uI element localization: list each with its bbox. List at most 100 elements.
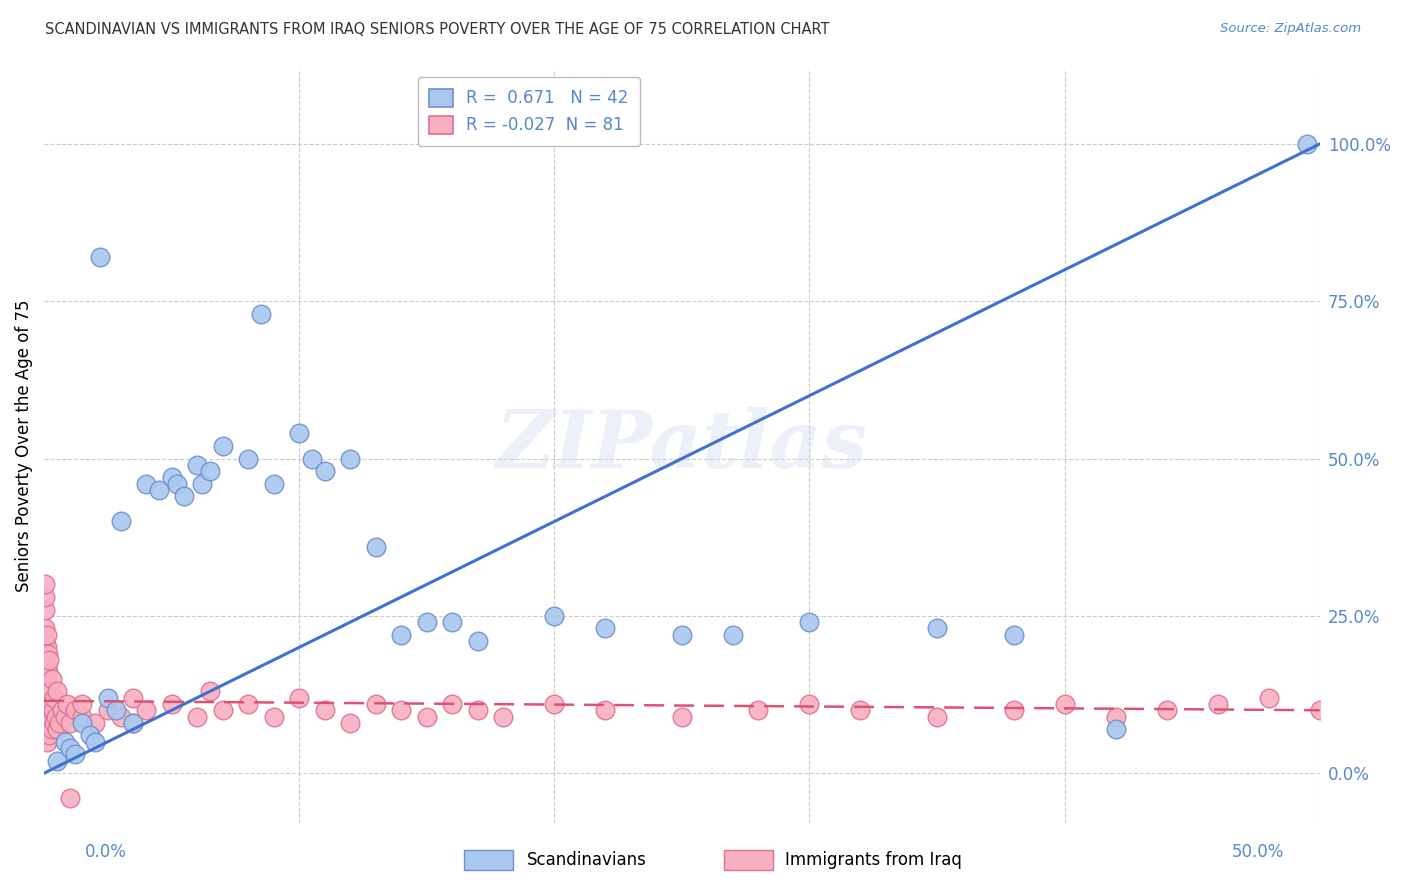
Point (314, 464, 336, 478)
Point (364, 540, 387, 554)
Point (198, 464, 221, 478)
Point (34, 684, 56, 698)
Point (288, 690, 311, 705)
Point (34, 602, 56, 616)
Point (45, 684, 67, 698)
Point (1002, 703, 1025, 717)
Point (186, 709, 208, 723)
Point (45, 722, 67, 736)
Legend: R =  0.671   N = 42, R = -0.027  N = 81: R = 0.671 N = 42, R = -0.027 N = 81 (418, 77, 640, 146)
Point (59, 791, 82, 805)
Point (39, 684, 62, 698)
Point (122, 715, 145, 730)
Point (173, 489, 195, 503)
Point (1296, 136, 1319, 151)
Point (339, 715, 361, 730)
Point (543, 697, 565, 711)
Text: 0.0%: 0.0% (84, 843, 127, 861)
Point (110, 515, 132, 529)
Point (45, 754, 67, 768)
Point (849, 703, 872, 717)
Point (1257, 690, 1279, 705)
Point (34, 590, 56, 604)
Point (38, 728, 60, 742)
Point (1104, 722, 1126, 736)
Point (34, 697, 56, 711)
Point (595, 622, 617, 636)
Text: 50.0%: 50.0% (1232, 843, 1285, 861)
Point (63, 703, 86, 717)
Point (416, 615, 439, 629)
Point (35, 640, 58, 655)
Point (34, 665, 56, 680)
Point (72, 697, 94, 711)
Point (211, 439, 233, 453)
Text: SCANDINAVIAN VS IMMIGRANTS FROM IRAQ SENIORS POVERTY OVER THE AGE OF 75 CORRELAT: SCANDINAVIAN VS IMMIGRANTS FROM IRAQ SEN… (45, 22, 830, 37)
Point (35, 697, 58, 711)
Point (72, 715, 94, 730)
Point (79, 728, 101, 742)
Point (416, 709, 439, 723)
Point (45, 709, 67, 723)
Point (263, 709, 285, 723)
Point (1156, 703, 1178, 717)
Point (1104, 709, 1126, 723)
Point (1309, 703, 1331, 717)
Point (34, 577, 56, 591)
Point (467, 703, 489, 717)
Point (44, 715, 66, 730)
Point (671, 709, 693, 723)
Point (37, 722, 59, 736)
Point (301, 451, 323, 466)
Point (238, 451, 260, 466)
Point (198, 684, 221, 698)
Point (59, 715, 82, 730)
Point (166, 476, 188, 491)
Point (39, 715, 62, 730)
Point (35, 734, 58, 748)
Point (97, 703, 120, 717)
Point (53, 709, 76, 723)
Point (37, 690, 59, 705)
Point (135, 703, 157, 717)
Point (59, 741, 82, 756)
Point (34, 622, 56, 636)
Point (44, 690, 66, 705)
Point (799, 615, 821, 629)
Point (34, 653, 56, 667)
Point (467, 634, 489, 648)
Point (595, 703, 617, 717)
Point (97, 690, 120, 705)
Point (104, 703, 127, 717)
Point (37, 647, 59, 661)
Point (211, 703, 233, 717)
Point (72, 709, 94, 723)
Text: Source: ZipAtlas.com: Source: ZipAtlas.com (1220, 22, 1361, 36)
Point (747, 703, 769, 717)
Text: ZIPatlas: ZIPatlas (496, 408, 868, 484)
Point (191, 476, 214, 491)
Point (288, 426, 311, 441)
Point (492, 709, 515, 723)
Point (41, 672, 63, 686)
Point (364, 697, 387, 711)
Point (250, 307, 273, 321)
Point (38, 678, 60, 692)
Point (63, 747, 86, 762)
Point (84, 734, 107, 748)
Point (41, 722, 63, 736)
Point (721, 628, 744, 642)
Point (148, 483, 170, 497)
Point (1002, 628, 1025, 642)
Point (925, 622, 948, 636)
Point (160, 697, 183, 711)
Point (34, 709, 56, 723)
Point (389, 703, 412, 717)
Point (53, 734, 76, 748)
Point (41, 697, 63, 711)
Point (160, 470, 183, 484)
Point (35, 659, 58, 673)
Point (314, 703, 336, 717)
Point (389, 628, 412, 642)
Text: Immigrants from Iraq: Immigrants from Iraq (785, 851, 962, 869)
